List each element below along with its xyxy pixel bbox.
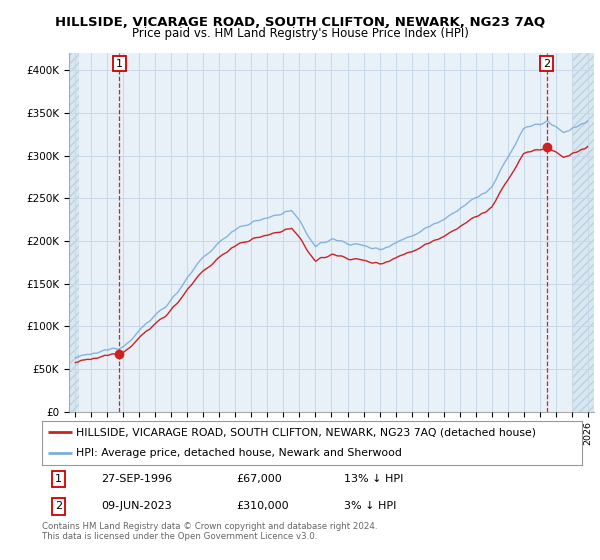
Text: 13% ↓ HPI: 13% ↓ HPI (344, 474, 404, 484)
Text: 1: 1 (55, 474, 62, 484)
Bar (69, 53, 79, 412)
Bar (572, 53, 594, 412)
Text: 27-SEP-1996: 27-SEP-1996 (101, 474, 173, 484)
Text: HPI: Average price, detached house, Newark and Sherwood: HPI: Average price, detached house, Newa… (76, 449, 402, 459)
Text: Contains HM Land Registry data © Crown copyright and database right 2024.
This d: Contains HM Land Registry data © Crown c… (42, 522, 377, 542)
Text: £310,000: £310,000 (236, 501, 289, 511)
Text: 3% ↓ HPI: 3% ↓ HPI (344, 501, 397, 511)
Text: £67,000: £67,000 (236, 474, 282, 484)
Text: Price paid vs. HM Land Registry's House Price Index (HPI): Price paid vs. HM Land Registry's House … (131, 27, 469, 40)
Text: HILLSIDE, VICARAGE ROAD, SOUTH CLIFTON, NEWARK, NG23 7AQ (detached house): HILLSIDE, VICARAGE ROAD, SOUTH CLIFTON, … (76, 427, 536, 437)
Text: HILLSIDE, VICARAGE ROAD, SOUTH CLIFTON, NEWARK, NG23 7AQ: HILLSIDE, VICARAGE ROAD, SOUTH CLIFTON, … (55, 16, 545, 29)
Text: 2: 2 (55, 501, 62, 511)
Text: 2: 2 (543, 59, 550, 68)
Text: 09-JUN-2023: 09-JUN-2023 (101, 501, 172, 511)
Text: 1: 1 (116, 59, 123, 68)
